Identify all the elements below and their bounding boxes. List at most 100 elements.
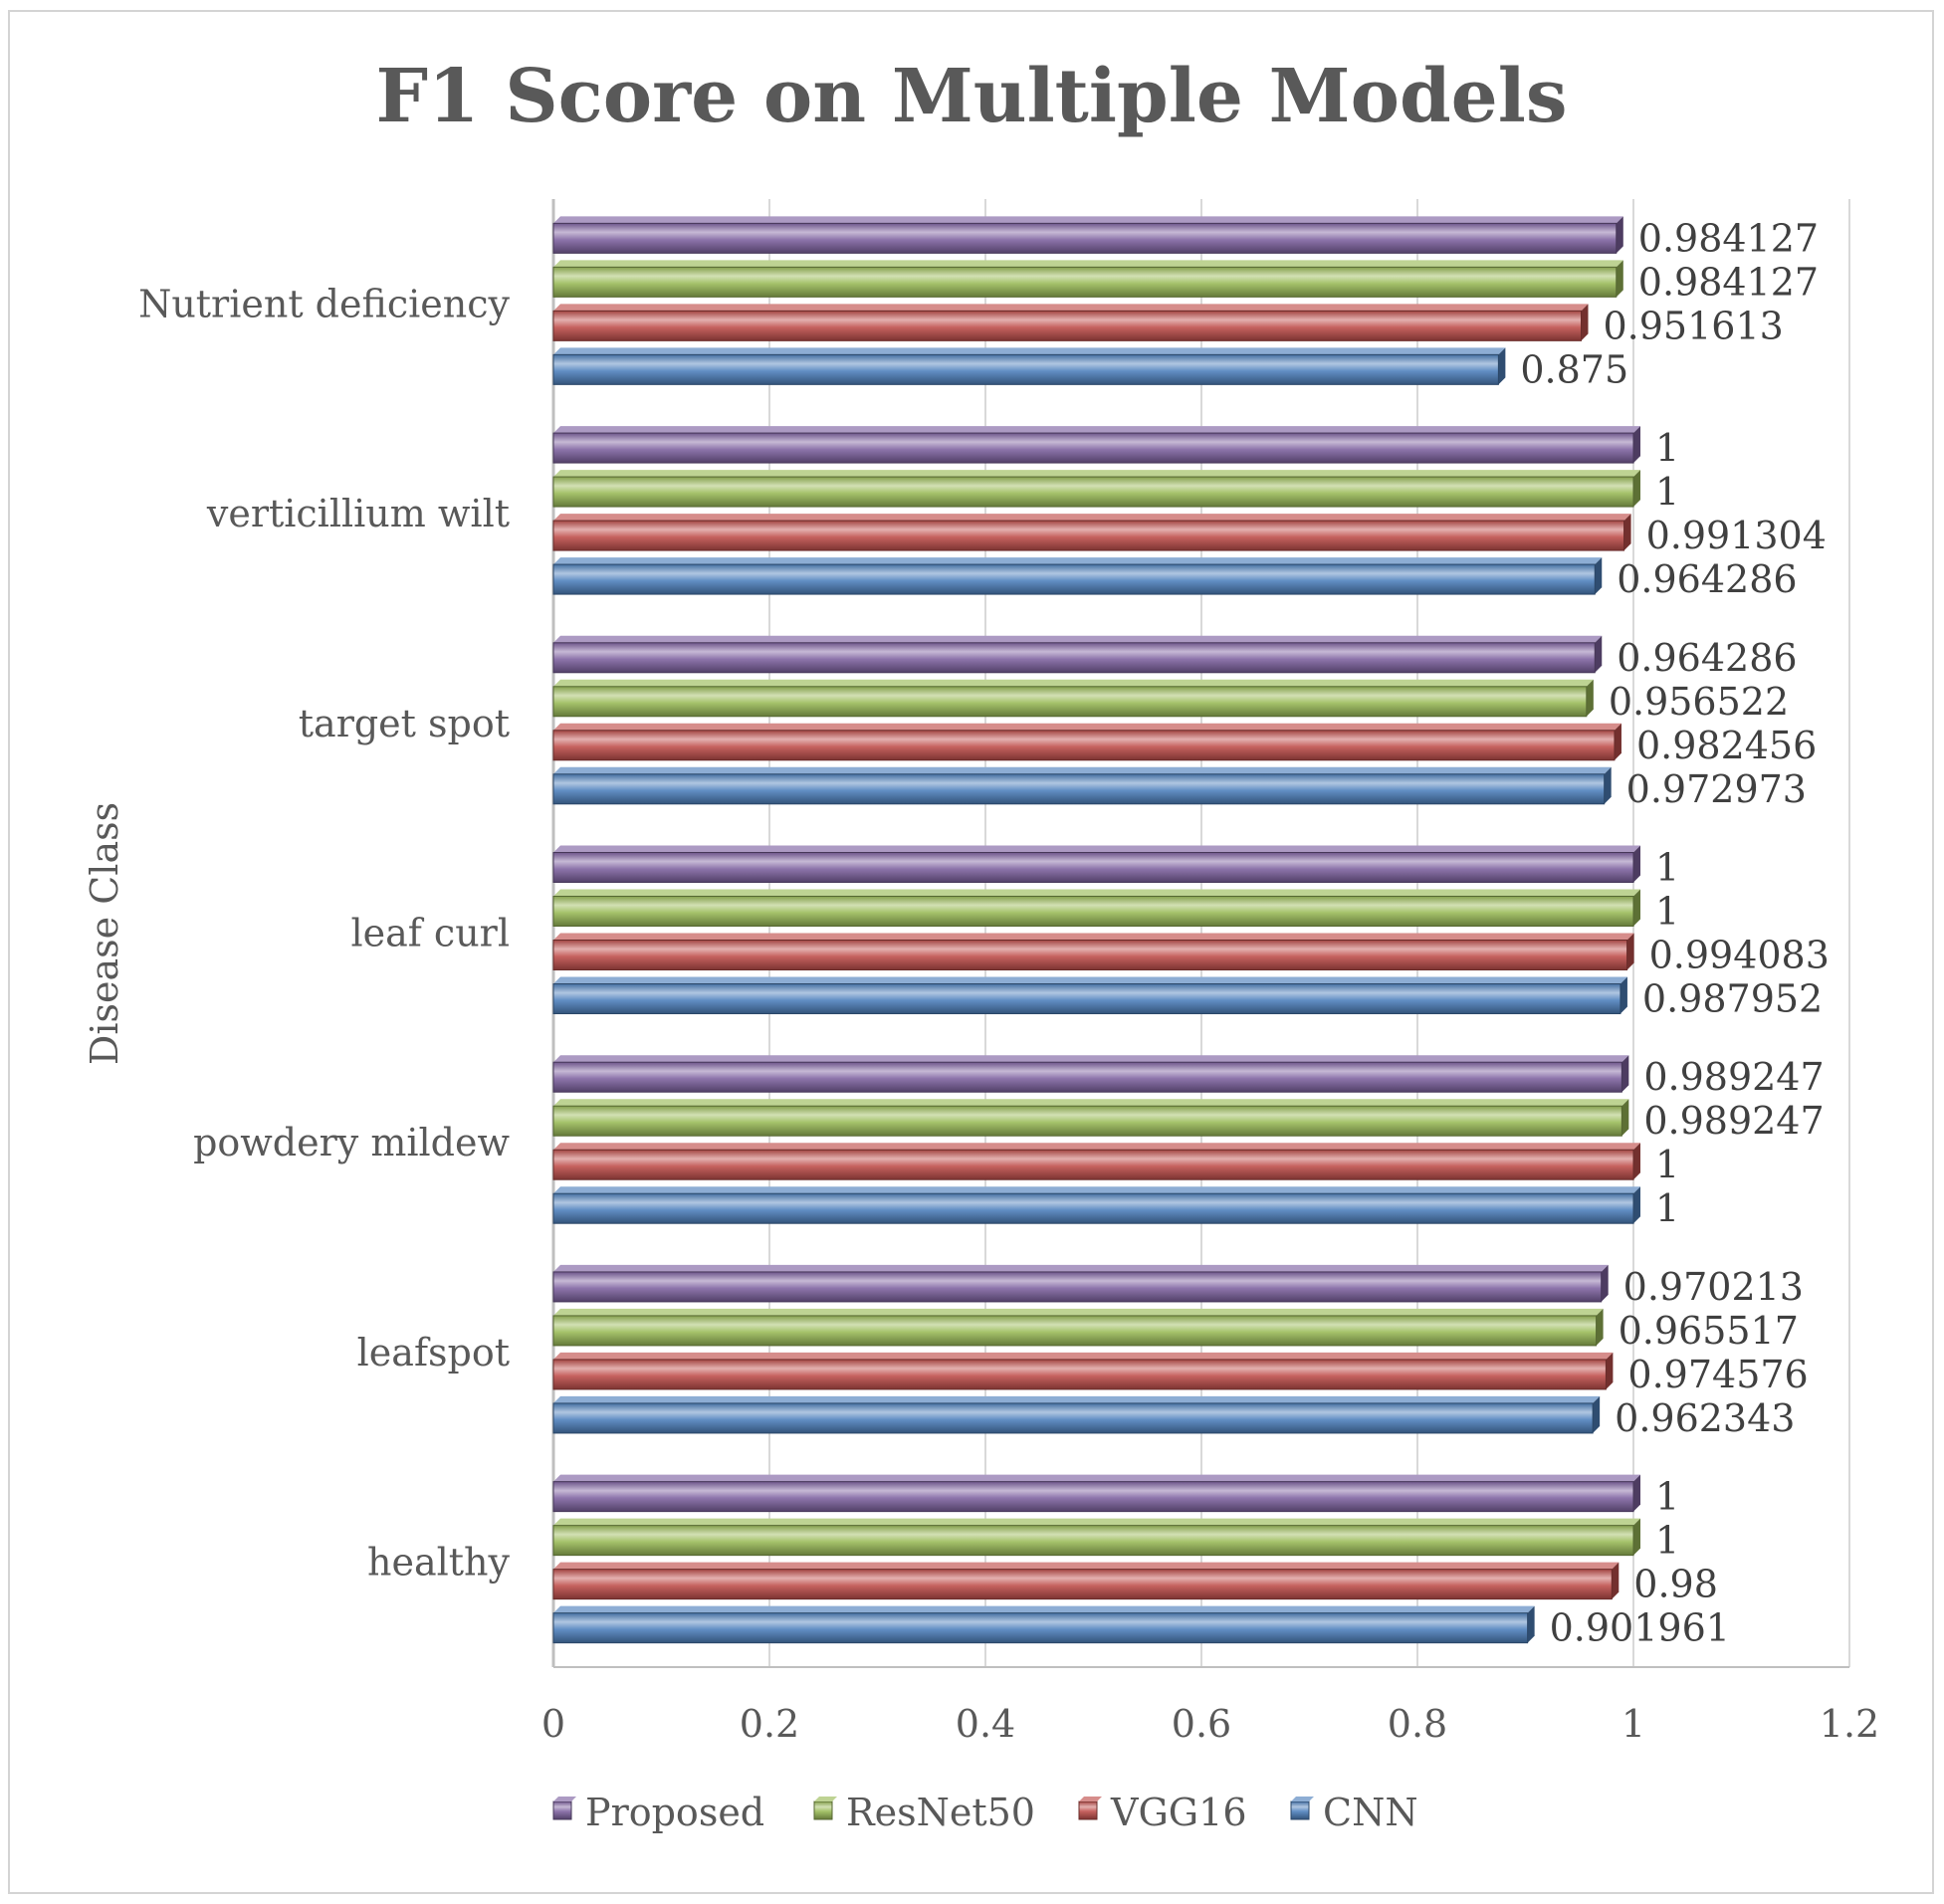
- value-label-cnn-powdery-mildew: 1: [1655, 1186, 1679, 1230]
- value-label-proposed-healthy: 1: [1655, 1475, 1679, 1519]
- value-label-proposed-verticillium-wilt: 1: [1655, 426, 1679, 470]
- bars: [552, 216, 1640, 1644]
- x-tick-label: 0.8: [1388, 1702, 1447, 1746]
- x-tick-label: 0.6: [1172, 1702, 1231, 1746]
- bar-end-resnet50-target-spot: [1586, 679, 1594, 717]
- bar-end-resnet50-leaf-curl: [1633, 889, 1640, 927]
- bar-resnet50-leaf-curl: [552, 896, 1634, 927]
- bar-top-cnn-target-spot: [553, 766, 1612, 774]
- bar-end-proposed-verticillium-wilt: [1633, 426, 1640, 464]
- bar-top-vgg16-nutrient-deficiency: [553, 304, 1589, 312]
- legend-swatch-cnn: [1290, 1800, 1310, 1820]
- legend-item-vgg16: VGG16: [1078, 1791, 1247, 1834]
- x-tick-label: 0: [541, 1702, 565, 1746]
- legend-label-resnet50: ResNet50: [846, 1791, 1035, 1834]
- value-label-vgg16-target-spot: 0.982456: [1636, 724, 1817, 767]
- category-label-verticillium-wilt: verticillium wilt: [206, 492, 510, 535]
- bar-top-cnn-powdery-mildew: [553, 1186, 1640, 1194]
- value-label-resnet50-leafspot: 0.965517: [1619, 1309, 1799, 1353]
- legend-swatch-top-vgg16: [1079, 1797, 1102, 1801]
- bar-end-vgg16-nutrient-deficiency: [1581, 304, 1589, 341]
- bar-proposed-leafspot: [552, 1271, 1603, 1303]
- bar-cnn-nutrient-deficiency: [552, 353, 1499, 385]
- bar-vgg16-healthy: [552, 1569, 1613, 1600]
- value-label-resnet50-nutrient-deficiency: 0.984127: [1638, 260, 1819, 304]
- value-label-vgg16-nutrient-deficiency: 0.951613: [1604, 304, 1784, 347]
- bar-end-resnet50-powdery-mildew: [1621, 1099, 1629, 1137]
- bar-top-resnet50-powdery-mildew: [553, 1099, 1629, 1107]
- legend-swatch-top-resnet50: [814, 1797, 837, 1801]
- value-label-resnet50-powdery-mildew: 0.989247: [1643, 1099, 1824, 1143]
- bar-end-cnn-nutrient-deficiency: [1498, 347, 1506, 385]
- value-label-cnn-verticillium-wilt: 0.964286: [1617, 557, 1797, 601]
- bar-vgg16-powdery-mildew: [552, 1149, 1634, 1180]
- bar-end-cnn-leafspot: [1593, 1395, 1601, 1433]
- bar-top-cnn-leafspot: [553, 1395, 1601, 1403]
- value-label-proposed-leaf-curl: 1: [1655, 846, 1679, 890]
- x-tick-label: 1.2: [1820, 1702, 1879, 1746]
- bar-top-proposed-nutrient-deficiency: [553, 216, 1623, 224]
- category-label-nutrient-deficiency: Nutrient deficiency: [138, 282, 510, 325]
- value-label-cnn-nutrient-deficiency: 0.875: [1520, 347, 1628, 391]
- bar-proposed-powdery-mildew: [552, 1061, 1622, 1093]
- bar-top-resnet50-leaf-curl: [553, 889, 1640, 897]
- bar-top-resnet50-leafspot: [553, 1308, 1604, 1316]
- bar-end-cnn-powdery-mildew: [1633, 1186, 1640, 1224]
- bar-end-resnet50-leafspot: [1596, 1308, 1604, 1346]
- legend-swatch-top-proposed: [553, 1797, 576, 1801]
- bar-resnet50-target-spot: [552, 686, 1588, 718]
- bar-end-vgg16-powdery-mildew: [1633, 1143, 1640, 1180]
- bar-top-resnet50-healthy: [553, 1518, 1640, 1526]
- bar-end-proposed-target-spot: [1595, 635, 1603, 673]
- legend-label-proposed: Proposed: [585, 1791, 764, 1834]
- bar-cnn-healthy: [552, 1612, 1529, 1644]
- bar-resnet50-leafspot: [552, 1315, 1598, 1347]
- bar-end-cnn-leaf-curl: [1620, 976, 1627, 1014]
- bar-resnet50-powdery-mildew: [552, 1105, 1622, 1137]
- bar-end-vgg16-healthy: [1612, 1562, 1620, 1599]
- legend-label-vgg16: VGG16: [1110, 1791, 1247, 1834]
- bar-top-resnet50-verticillium-wilt: [553, 470, 1640, 478]
- bar-cnn-verticillium-wilt: [552, 563, 1596, 595]
- bar-top-vgg16-target-spot: [553, 723, 1621, 731]
- legend: Proposed ResNet50 VGG16 CNN: [552, 1791, 1418, 1834]
- bar-top-cnn-leaf-curl: [553, 976, 1627, 984]
- bar-end-proposed-powdery-mildew: [1621, 1055, 1629, 1093]
- category-labels: Nutrient deficiency verticillium wilt targ…: [138, 282, 510, 1584]
- bar-top-vgg16-powdery-mildew: [553, 1143, 1640, 1151]
- category-label-healthy: healthy: [367, 1541, 511, 1585]
- bar-end-resnet50-verticillium-wilt: [1633, 470, 1640, 508]
- bar-resnet50-healthy: [552, 1525, 1634, 1557]
- bar-top-proposed-target-spot: [553, 635, 1603, 643]
- legend-swatch-vgg16: [1078, 1800, 1098, 1820]
- bar-top-cnn-healthy: [553, 1605, 1535, 1613]
- bar-end-vgg16-target-spot: [1614, 723, 1621, 760]
- legend-item-cnn: CNN: [1290, 1791, 1418, 1834]
- bar-proposed-healthy: [552, 1481, 1634, 1513]
- bar-proposed-target-spot: [552, 642, 1596, 674]
- bar-cnn-powdery-mildew: [552, 1192, 1634, 1224]
- bar-end-proposed-nutrient-deficiency: [1616, 216, 1623, 254]
- bar-end-proposed-healthy: [1633, 1474, 1640, 1512]
- chart-title: F1 Score on Multiple Models: [375, 54, 1567, 139]
- legend-item-proposed: Proposed: [552, 1791, 764, 1834]
- value-labels: 0.9841270.9841270.9516130.875110.9913040…: [1520, 216, 1830, 1649]
- legend-swatch-resnet50: [813, 1800, 833, 1820]
- value-label-cnn-healthy: 0.901961: [1550, 1606, 1730, 1650]
- value-label-vgg16-healthy: 0.98: [1633, 1563, 1718, 1606]
- bar-top-cnn-verticillium-wilt: [553, 557, 1603, 565]
- bar-end-cnn-verticillium-wilt: [1595, 557, 1603, 595]
- bar-top-proposed-leaf-curl: [553, 845, 1640, 853]
- category-label-target-spot: target spot: [299, 702, 510, 745]
- bar-top-proposed-verticillium-wilt: [553, 426, 1640, 434]
- value-label-vgg16-verticillium-wilt: 0.991304: [1646, 514, 1827, 557]
- value-label-proposed-leafspot: 0.970213: [1623, 1265, 1804, 1309]
- bar-vgg16-leafspot: [552, 1359, 1607, 1390]
- bar-top-vgg16-verticillium-wilt: [553, 514, 1631, 522]
- bar-cnn-leafspot: [552, 1402, 1594, 1434]
- category-label-leaf-curl: leaf curl: [350, 912, 510, 955]
- x-tick-label: 0.2: [740, 1702, 799, 1746]
- bar-cnn-target-spot: [552, 773, 1606, 805]
- bar-proposed-leaf-curl: [552, 852, 1634, 883]
- value-label-resnet50-leaf-curl: 1: [1655, 890, 1679, 934]
